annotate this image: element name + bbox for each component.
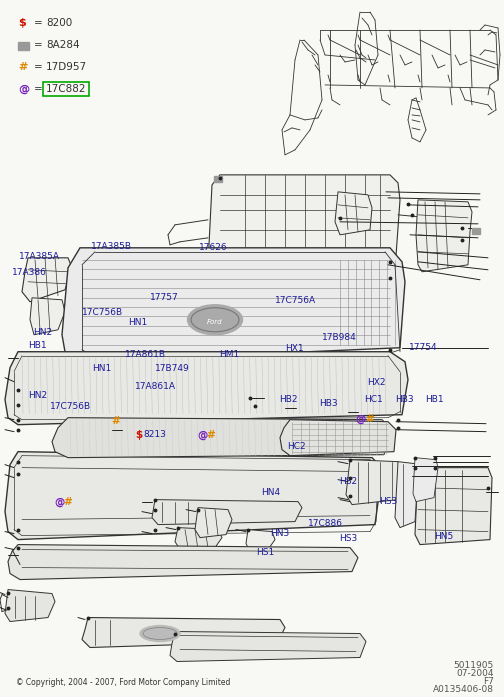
Text: HN1: HN1 xyxy=(92,365,111,374)
Text: F7: F7 xyxy=(483,677,494,687)
Polygon shape xyxy=(346,459,402,505)
Text: HC2: HC2 xyxy=(287,442,306,450)
Text: 17A861B: 17A861B xyxy=(125,350,166,359)
Text: 17754: 17754 xyxy=(409,343,438,352)
Polygon shape xyxy=(170,631,366,661)
Text: @: @ xyxy=(54,496,65,507)
Text: 07-2004: 07-2004 xyxy=(457,670,494,678)
Text: $: $ xyxy=(135,430,142,440)
Text: 17C756A: 17C756A xyxy=(275,296,317,305)
Polygon shape xyxy=(152,500,302,525)
Text: HB1: HB1 xyxy=(425,395,444,404)
Text: Ford: Ford xyxy=(207,319,223,325)
Bar xyxy=(214,176,222,182)
Polygon shape xyxy=(30,298,65,335)
Text: 17A385B: 17A385B xyxy=(91,243,132,252)
Bar xyxy=(472,228,480,233)
Text: =: = xyxy=(34,18,43,28)
Text: HS2: HS2 xyxy=(339,477,357,486)
Text: HN2: HN2 xyxy=(33,328,52,337)
Text: 8A284: 8A284 xyxy=(46,40,80,50)
Text: #: # xyxy=(365,414,373,424)
Polygon shape xyxy=(52,418,390,458)
Text: @: @ xyxy=(356,414,366,424)
Text: HX1: HX1 xyxy=(285,344,304,353)
Text: HB3: HB3 xyxy=(395,395,414,404)
Text: HS1: HS1 xyxy=(256,548,274,557)
Text: 17B984: 17B984 xyxy=(322,333,356,342)
Text: 17B749: 17B749 xyxy=(155,365,190,374)
Polygon shape xyxy=(208,175,400,279)
Text: 17626: 17626 xyxy=(199,243,227,252)
Text: #: # xyxy=(18,62,27,72)
Text: HX2: HX2 xyxy=(367,378,386,387)
Polygon shape xyxy=(415,468,492,544)
Text: 17D957: 17D957 xyxy=(46,62,87,72)
Text: #: # xyxy=(111,417,119,427)
Polygon shape xyxy=(8,544,358,580)
Text: HM1: HM1 xyxy=(219,350,239,359)
Text: HB2: HB2 xyxy=(279,395,298,404)
Polygon shape xyxy=(246,530,275,551)
Text: #: # xyxy=(207,430,215,440)
Polygon shape xyxy=(416,200,472,272)
Text: 17C756B: 17C756B xyxy=(82,308,123,317)
Text: HB1: HB1 xyxy=(28,342,47,351)
Ellipse shape xyxy=(140,625,180,641)
Text: HB3: HB3 xyxy=(320,399,338,408)
Text: A0135406-08: A0135406-08 xyxy=(433,685,494,694)
Text: =: = xyxy=(34,62,43,72)
Polygon shape xyxy=(82,618,285,648)
Text: =: = xyxy=(34,84,43,94)
Text: 8200: 8200 xyxy=(46,18,72,28)
Text: HN5: HN5 xyxy=(434,532,454,541)
Polygon shape xyxy=(62,248,405,362)
Text: 17C882: 17C882 xyxy=(46,84,87,94)
Polygon shape xyxy=(5,590,55,622)
Text: =: = xyxy=(34,40,43,50)
Text: HC1: HC1 xyxy=(364,395,383,404)
Polygon shape xyxy=(195,507,232,537)
Text: 5011905: 5011905 xyxy=(454,661,494,671)
Text: 17757: 17757 xyxy=(150,293,179,302)
Text: $: $ xyxy=(18,18,26,28)
Text: HN2: HN2 xyxy=(28,392,47,400)
Text: HN3: HN3 xyxy=(270,529,289,538)
Polygon shape xyxy=(175,528,222,549)
Text: 17C756B: 17C756B xyxy=(50,402,92,411)
Text: @: @ xyxy=(18,84,29,94)
Polygon shape xyxy=(22,258,72,302)
Polygon shape xyxy=(5,452,382,539)
Text: 8213: 8213 xyxy=(143,430,166,438)
Text: HN4: HN4 xyxy=(261,487,280,496)
Ellipse shape xyxy=(187,305,242,335)
Polygon shape xyxy=(280,420,396,456)
Polygon shape xyxy=(395,461,418,528)
Polygon shape xyxy=(5,352,408,424)
Polygon shape xyxy=(413,458,438,502)
Text: 17A385A: 17A385A xyxy=(19,252,60,261)
Text: 17C886: 17C886 xyxy=(308,519,343,528)
Bar xyxy=(18,42,29,50)
Text: #: # xyxy=(64,496,72,507)
Polygon shape xyxy=(335,192,372,235)
Text: 17A386: 17A386 xyxy=(12,268,47,277)
Text: HS3: HS3 xyxy=(339,534,357,543)
Text: HS3: HS3 xyxy=(379,497,397,506)
Text: 17A861A: 17A861A xyxy=(135,382,176,390)
Text: HN1: HN1 xyxy=(128,319,147,328)
Text: @: @ xyxy=(198,430,208,440)
Text: © Copyright, 2004 - 2007, Ford Motor Company Limited: © Copyright, 2004 - 2007, Ford Motor Com… xyxy=(16,678,230,687)
